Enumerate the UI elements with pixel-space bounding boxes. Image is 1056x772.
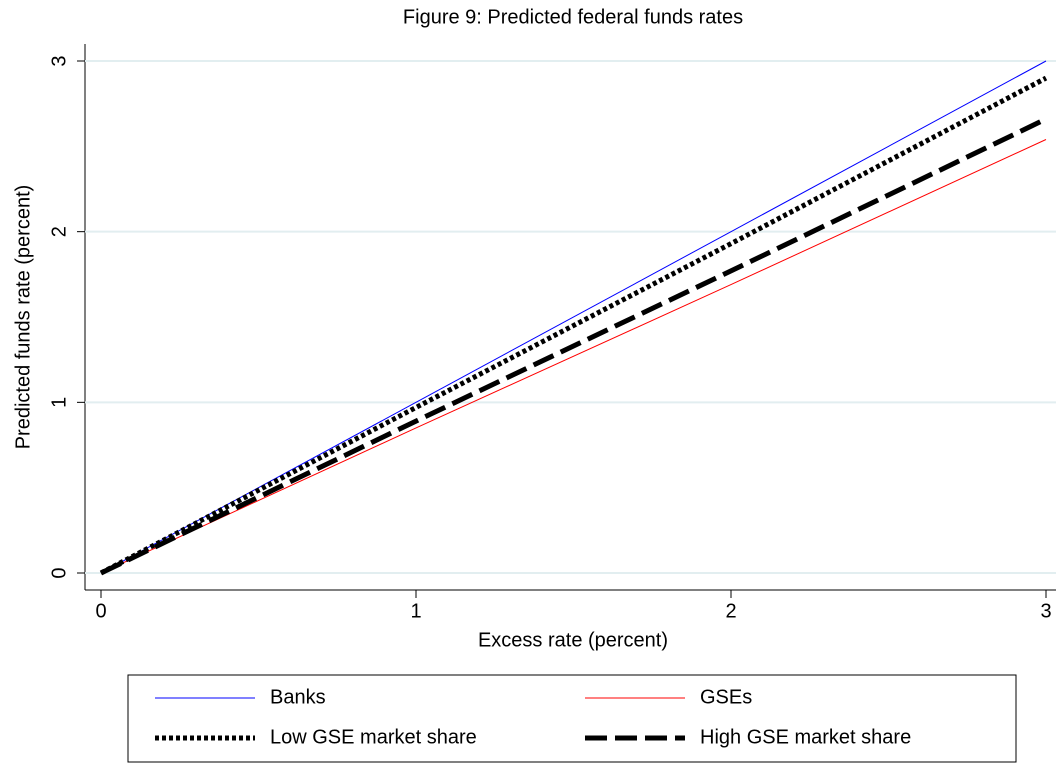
legend-box <box>127 674 1017 763</box>
chart-title: Figure 9: Predicted federal funds rates <box>403 6 743 28</box>
y-tick-label: 0 <box>48 567 70 578</box>
x-tick-label: 2 <box>725 600 736 622</box>
x-tick-label: 0 <box>95 600 106 622</box>
legend-label: GSEs <box>700 686 752 708</box>
series-line <box>100 139 1047 574</box>
series-line <box>100 60 1047 574</box>
y-tick-label: 1 <box>48 397 70 408</box>
y-tick-label: 2 <box>48 226 70 237</box>
y-axis-label: Predicted funds rate (percent) <box>12 185 34 450</box>
x-tick-label: 3 <box>1040 600 1051 622</box>
series-line <box>99 75 1048 576</box>
x-tick-label: 1 <box>410 600 421 622</box>
x-axis-label: Excess rate (percent) <box>478 629 668 651</box>
legend-label: Low GSE market share <box>270 726 477 748</box>
series-line <box>99 116 1048 576</box>
y-tick-label: 3 <box>48 55 70 66</box>
legend-label: Banks <box>270 686 326 708</box>
legend-label: High GSE market share <box>700 726 911 748</box>
